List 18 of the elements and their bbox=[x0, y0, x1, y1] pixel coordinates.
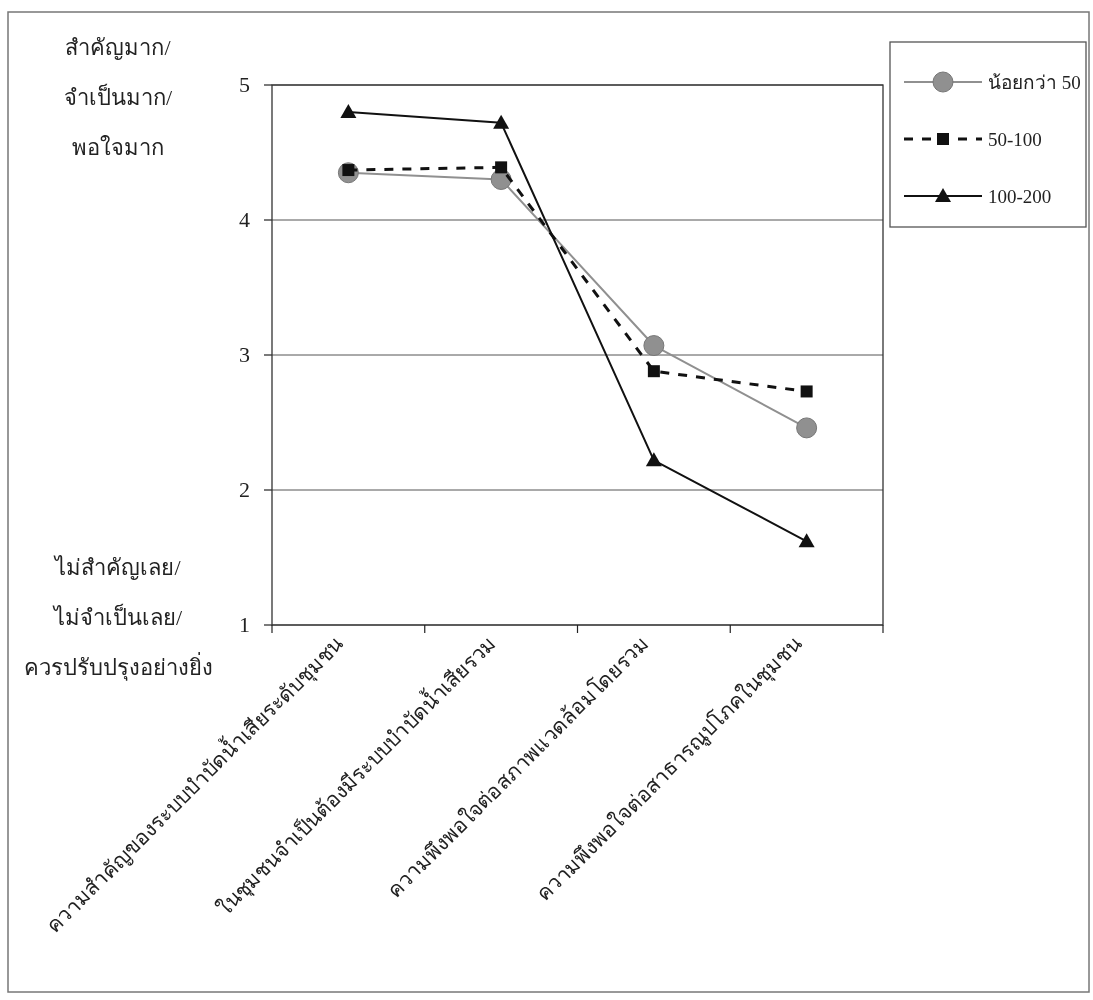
y-tick-label: 2 bbox=[239, 477, 250, 502]
legend-label: 50-100 bbox=[988, 129, 1042, 150]
point bbox=[645, 452, 662, 467]
point bbox=[643, 335, 665, 357]
point bbox=[495, 161, 508, 174]
y-tick-label: 5 bbox=[239, 72, 250, 97]
y-tick-label: 3 bbox=[239, 342, 250, 367]
text: สำคัญมาก/ จำเป็นมาก/ พอใจมาก bbox=[63, 35, 173, 160]
point bbox=[798, 533, 815, 548]
y-tick-label: 4 bbox=[239, 207, 250, 232]
point bbox=[800, 385, 813, 398]
legend-label: 100-200 bbox=[988, 186, 1052, 207]
legend-label: น้อยกว่า 50 bbox=[988, 72, 1081, 93]
point bbox=[647, 365, 660, 378]
y-tick-label: 1 bbox=[239, 612, 250, 637]
point bbox=[340, 104, 357, 118]
point bbox=[796, 417, 818, 439]
point bbox=[493, 114, 510, 129]
